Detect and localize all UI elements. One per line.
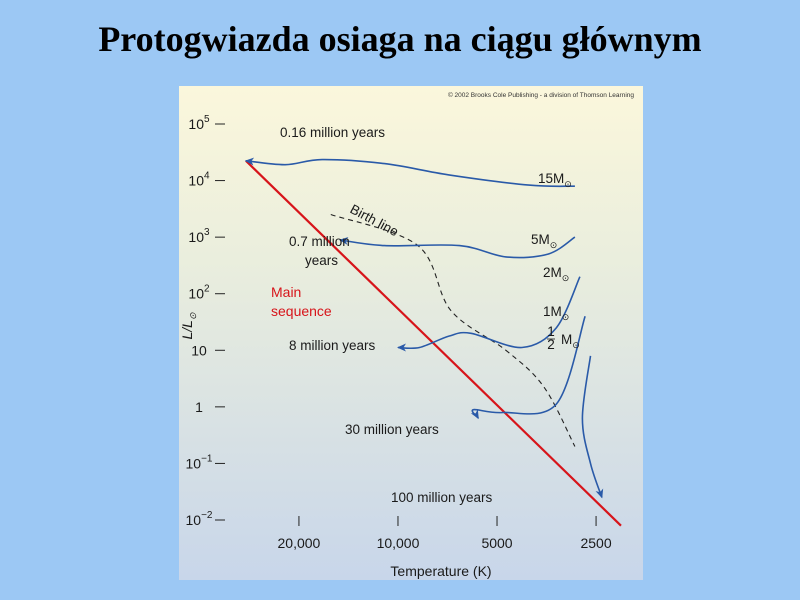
- evolution-track: [244, 157, 575, 188]
- y-tick-label: 102: [188, 284, 210, 302]
- series-layer: [244, 157, 622, 527]
- time-label: 0.16 million years: [280, 125, 385, 140]
- time-label: years: [305, 253, 338, 268]
- mass-label: 1M⊙: [543, 304, 569, 322]
- y-axis-label: L/L⊙: [179, 312, 198, 339]
- y-tick-label: 103: [188, 227, 210, 245]
- main-sequence-label: Main: [271, 284, 301, 300]
- birth-line: [330, 213, 576, 447]
- y-tick-label: 10−1: [186, 453, 213, 471]
- x-tick-label: 10,000: [377, 535, 420, 551]
- hr-diagram-figure: © 2002 Brooks Cole Publishing - a divisi…: [179, 86, 643, 580]
- time-label: 0.7 million: [289, 234, 350, 249]
- evolution-track: [397, 276, 581, 352]
- evolution-track: [581, 355, 604, 499]
- mass-label: 2M⊙: [543, 265, 569, 283]
- birth-line-label: Birth line: [348, 201, 401, 239]
- copyright-notice: © 2002 Brooks Cole Publishing - a divisi…: [448, 91, 634, 99]
- time-label: 8 million years: [289, 338, 376, 353]
- y-tick-label: 10: [191, 342, 207, 358]
- x-tick-label: 2500: [580, 535, 611, 551]
- slide-title: Protogwiazda osiaga na ciągu głównym: [98, 19, 702, 59]
- mass-fraction-denominator: 2: [547, 337, 555, 352]
- x-axis-label: Temperature (K): [390, 563, 491, 579]
- mass-label: M⊙: [561, 332, 580, 350]
- evolution-track: [470, 316, 586, 420]
- hr-diagram-chart: © 2002 Brooks Cole Publishing - a divisi…: [179, 91, 634, 579]
- evolution-track: [339, 236, 576, 259]
- mass-label: 5M⊙: [531, 232, 557, 250]
- y-tick-label: 105: [188, 114, 210, 132]
- mass-fraction-numerator: 1: [547, 324, 555, 339]
- main-sequence-line: [245, 159, 622, 527]
- main-sequence-label: sequence: [271, 303, 332, 319]
- time-label: 30 million years: [345, 422, 439, 437]
- x-tick-label: 5000: [481, 535, 512, 551]
- x-tick-label: 20,000: [278, 535, 321, 551]
- y-tick-label: 10−2: [186, 510, 213, 528]
- time-label: 100 million years: [391, 490, 493, 505]
- y-tick-label: 104: [188, 171, 210, 189]
- mass-label: 15M⊙: [538, 171, 572, 189]
- y-tick-label: 1: [195, 399, 203, 415]
